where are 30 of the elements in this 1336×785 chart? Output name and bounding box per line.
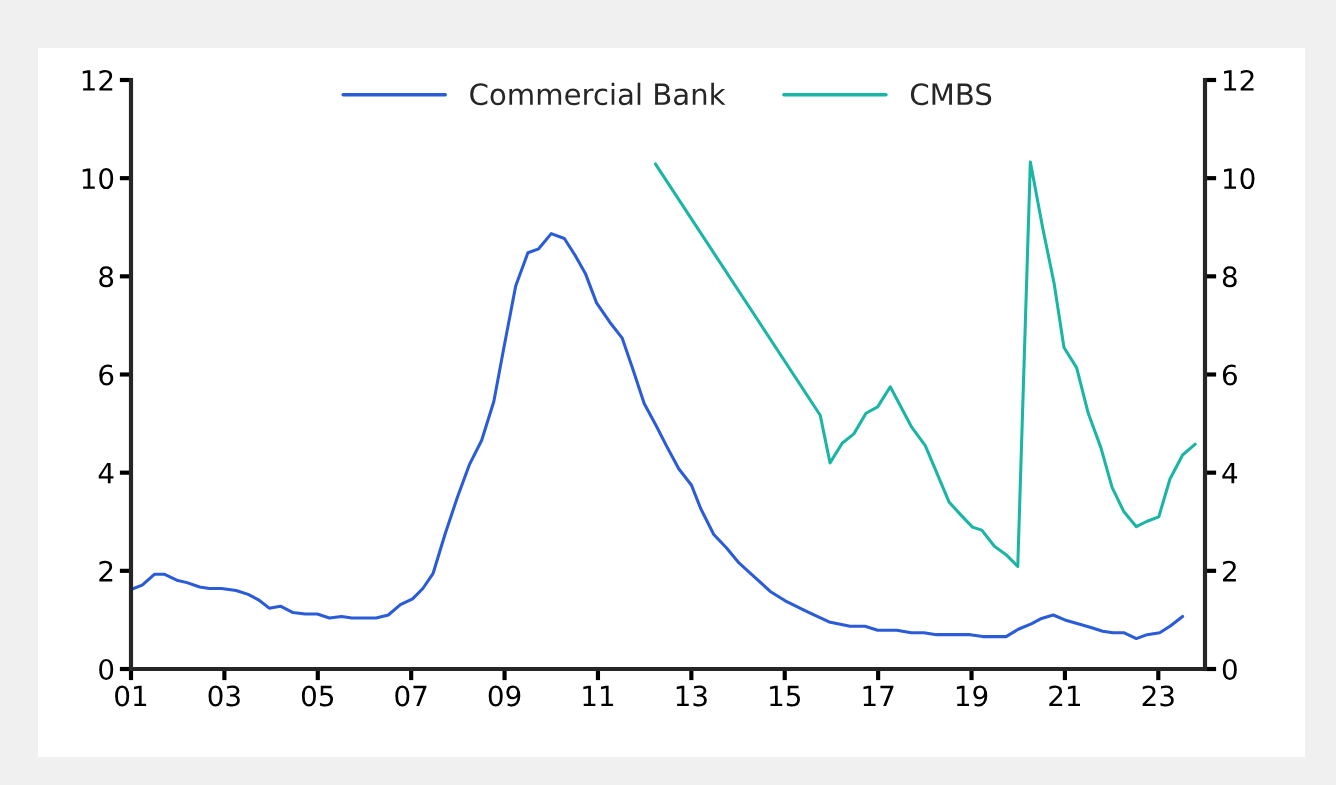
y-tick-label: 6 (99, 364, 114, 386)
x-tick-label: 21 (1049, 685, 1081, 707)
y2-tick-label: 12 (1224, 69, 1254, 91)
y2-tick-label: 10 (1224, 168, 1255, 190)
x-tick-label: 23 (1142, 685, 1174, 707)
x-tick-label: 07 (395, 685, 427, 707)
y-tick-label: 8 (99, 266, 114, 288)
x-tick-label: 03 (208, 685, 240, 707)
y-tick-label: 0 (99, 658, 114, 680)
x-tick-label: 19 (956, 685, 988, 707)
line-series (131, 232, 1185, 641)
x-tick-label: 13 (676, 685, 707, 707)
y2-tick-label: 0 (1222, 658, 1237, 680)
x-tick-label: 09 (488, 685, 521, 707)
y2-tick-label: 4 (1222, 462, 1238, 484)
y2-tick-label: 2 (1223, 560, 1236, 582)
y-tick-label: 4 (98, 462, 114, 484)
x-tick-label: 11 (583, 685, 614, 707)
y2-tick-label: 6 (1222, 364, 1237, 386)
x-tick-label: 17 (863, 685, 894, 707)
legend-label: CMBS (910, 83, 992, 106)
y-tick-label: 10 (82, 168, 114, 190)
x-tick-label: 15 (770, 685, 800, 707)
line-series (653, 160, 1197, 568)
y-tick-label: 12 (82, 69, 113, 91)
y2-tick-label: 8 (1222, 266, 1237, 288)
x-tick-label: 01 (115, 685, 147, 707)
legend-label: Commercial Bank (470, 82, 726, 106)
y-tick-label: 2 (99, 560, 113, 582)
x-tick-label: 05 (301, 685, 334, 707)
